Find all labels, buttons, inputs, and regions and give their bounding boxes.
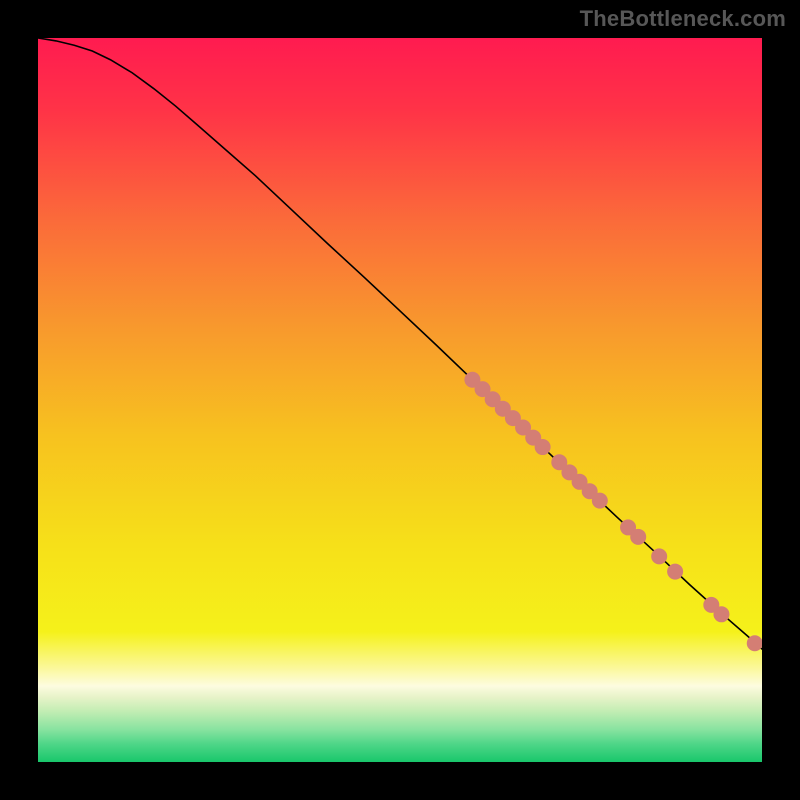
chart-svg [38,38,762,762]
watermark-text: TheBottleneck.com [580,6,786,32]
data-point [651,548,667,564]
gradient-background [38,38,762,762]
data-point [535,439,551,455]
data-point [667,564,683,580]
chart-frame: TheBottleneck.com [0,0,800,800]
plot-area [38,38,762,762]
data-point [713,606,729,622]
data-point [592,493,608,509]
data-point [630,529,646,545]
